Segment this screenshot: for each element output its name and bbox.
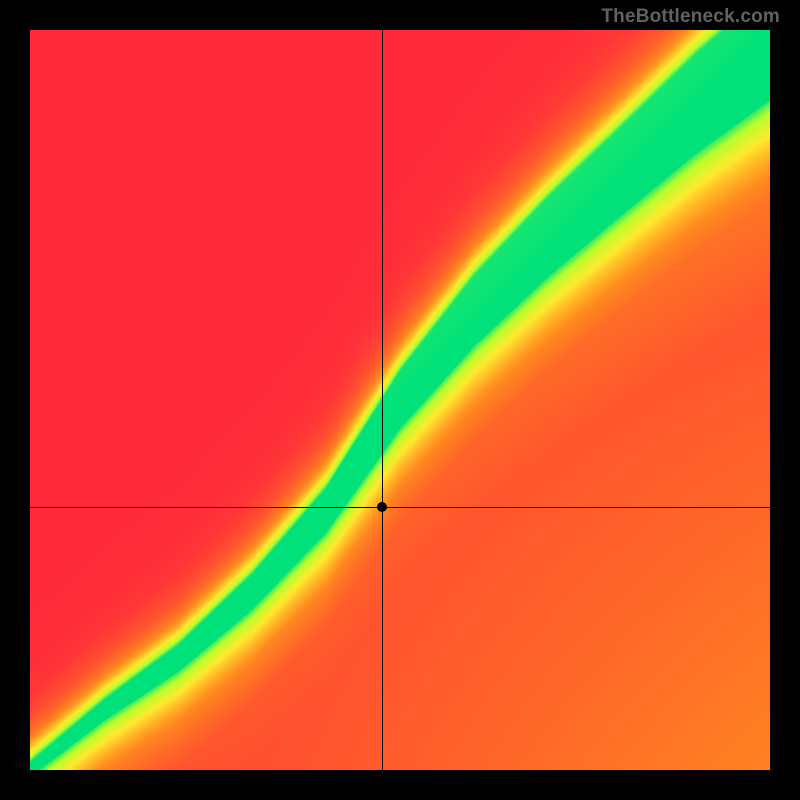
bottleneck-heatmap [30, 30, 770, 770]
watermark-text: TheBottleneck.com [601, 6, 780, 28]
frame-right [770, 0, 800, 800]
crosshair-vertical [382, 30, 383, 770]
frame-bottom [0, 770, 800, 800]
frame-left [0, 0, 30, 800]
crosshair-horizontal [30, 507, 770, 508]
chart-container: TheBottleneck.com [0, 0, 800, 800]
marker-dot [377, 502, 387, 512]
